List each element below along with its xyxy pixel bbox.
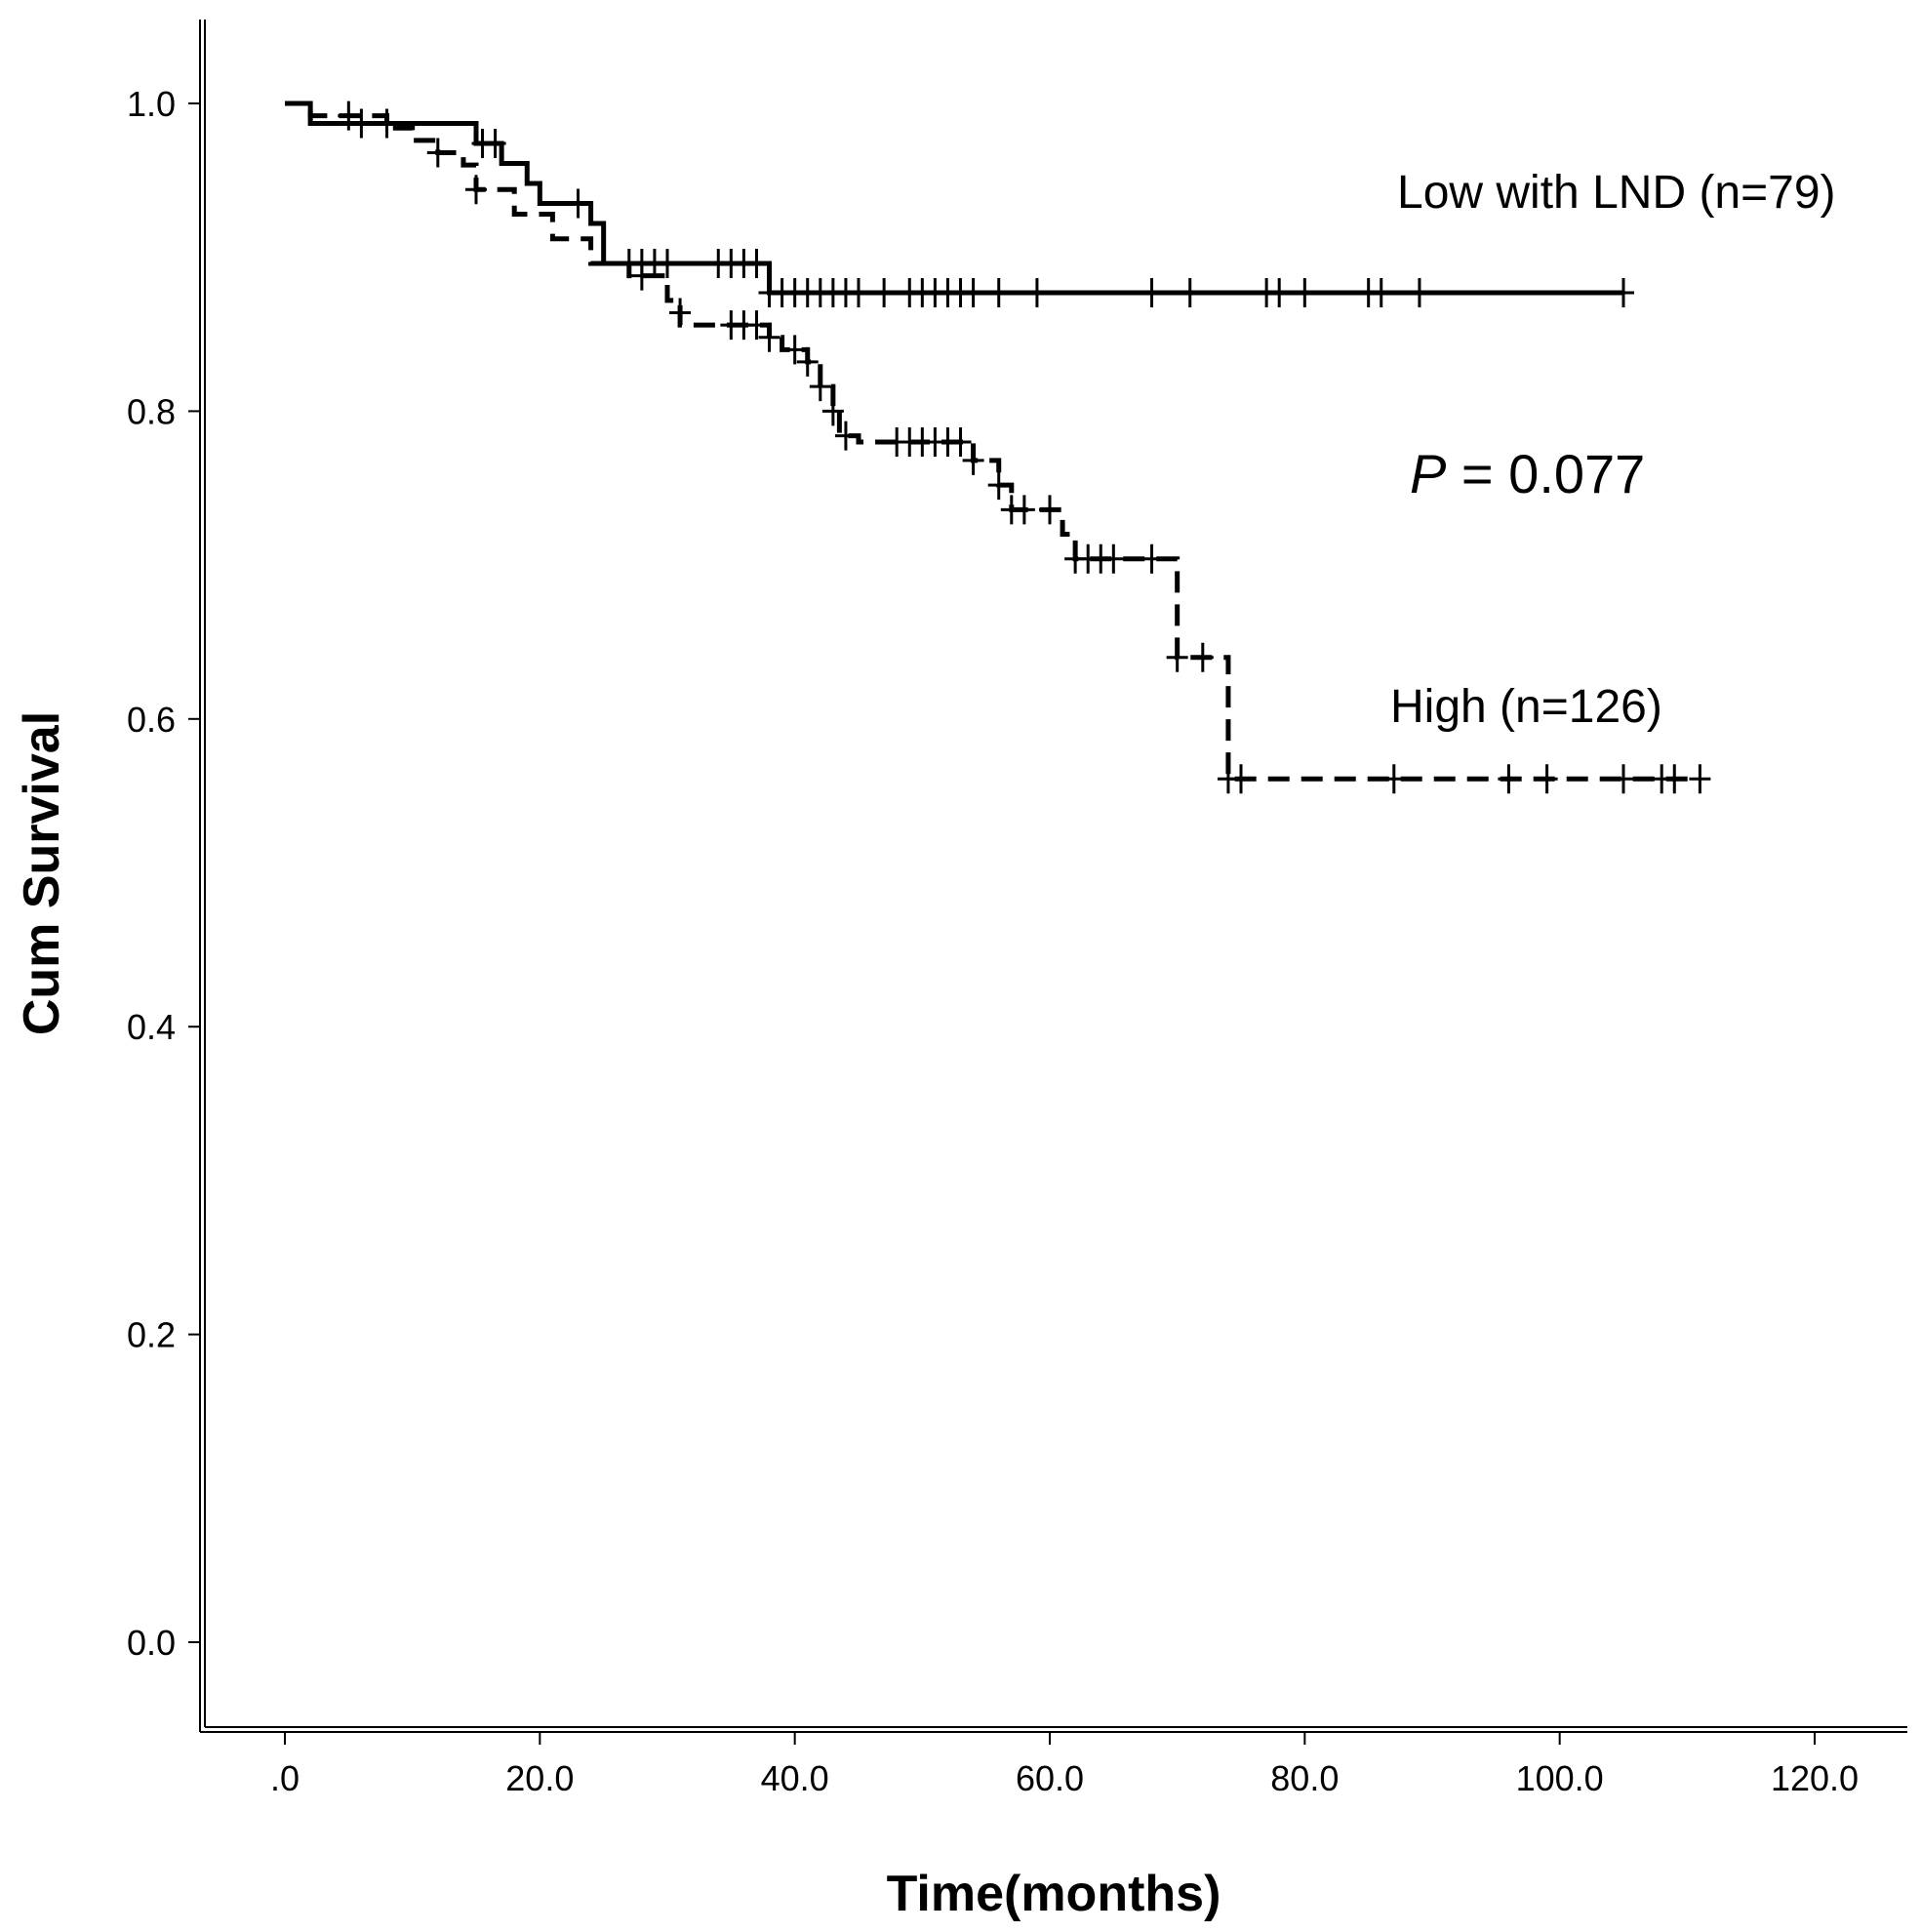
censor-mark	[1613, 764, 1634, 794]
x-axis-title: Time(months)	[887, 1866, 1221, 1922]
x-tick-label: 40.0	[761, 1758, 829, 1798]
censor-mark	[1179, 277, 1201, 307]
censor-mark	[376, 108, 398, 139]
censor-mark	[1382, 764, 1405, 794]
series-high	[285, 101, 1711, 794]
censor-mark	[809, 372, 831, 402]
low-group-label: Low with LND (n=79)	[1397, 167, 1836, 219]
censor-mark	[1408, 277, 1430, 307]
censor-mark	[1230, 764, 1252, 794]
censor-mark	[1102, 543, 1125, 574]
censor-mark	[630, 261, 653, 291]
censor-mark	[669, 298, 692, 328]
x-axis-ticks: .0 20.0 40.0 60.0 80.0 100.0 120.0	[270, 1732, 1859, 1798]
censor-mark	[1141, 277, 1163, 307]
censor-mark	[567, 188, 589, 219]
censor-mark	[745, 249, 768, 279]
censor-mark	[1498, 764, 1520, 794]
censor-mark	[1268, 277, 1291, 307]
y-axis-ticks: 0.0 0.2 0.4 0.6 0.8 1.0	[127, 84, 200, 1663]
censor-mark	[821, 396, 844, 426]
x-tick-label: 80.0	[1270, 1758, 1339, 1798]
censor-mark	[1013, 495, 1035, 525]
censor-mark	[1025, 277, 1048, 307]
censor-mark	[1294, 277, 1316, 307]
x-tick-label: 100.0	[1516, 1758, 1604, 1798]
x-tick-label: 120.0	[1771, 1758, 1859, 1798]
series-layer	[285, 101, 1711, 794]
censor-mark	[796, 346, 819, 377]
censor-mark	[962, 277, 984, 307]
censor-mark	[1536, 764, 1558, 794]
censor-mark	[949, 426, 972, 457]
censor-mark	[758, 322, 780, 352]
y-tick-label: 0.2	[127, 1315, 176, 1355]
y-tick-label: 1.0	[127, 84, 176, 124]
y-axis-title: Cum Survival	[14, 711, 70, 1035]
censor-mark	[426, 138, 449, 168]
censor-mark	[745, 310, 768, 341]
censor-mark	[873, 277, 896, 307]
censor-mark	[987, 470, 1010, 501]
censor-mark	[1141, 543, 1163, 574]
censor-mark	[1663, 764, 1686, 794]
censor-mark	[1689, 764, 1711, 794]
censor-mark	[848, 277, 869, 307]
x-tick-label: 20.0	[505, 1758, 574, 1798]
y-tick-label: 0.0	[127, 1623, 176, 1663]
plot-frame	[199, 20, 1907, 1733]
censor-mark	[1039, 495, 1061, 525]
y-tick-label: 0.6	[127, 700, 176, 740]
censor-mark	[484, 129, 506, 159]
high-group-label: High (n=126)	[1390, 681, 1662, 733]
x-tick-label: 60.0	[1016, 1758, 1084, 1798]
censor-mark	[834, 421, 857, 451]
censor-mark	[1166, 642, 1188, 672]
censor-mark	[465, 175, 487, 205]
censor-mark	[987, 277, 1010, 307]
censor-mark	[338, 101, 360, 131]
p-value-number: = 0.077	[1446, 443, 1645, 504]
censor-mark	[783, 335, 806, 365]
censor-mark	[350, 108, 373, 139]
x-tick-label: .0	[270, 1758, 300, 1798]
censor-mark	[962, 445, 984, 475]
censor-mark	[657, 249, 678, 279]
p-value-letter: P	[1410, 443, 1446, 504]
y-tick-label: 0.4	[127, 1007, 176, 1047]
p-value: P = 0.077	[1410, 443, 1645, 504]
censor-mark	[1613, 277, 1634, 307]
censor-mark	[1191, 642, 1214, 672]
y-tick-label: 0.8	[127, 391, 176, 431]
censor-mark	[1370, 277, 1392, 307]
